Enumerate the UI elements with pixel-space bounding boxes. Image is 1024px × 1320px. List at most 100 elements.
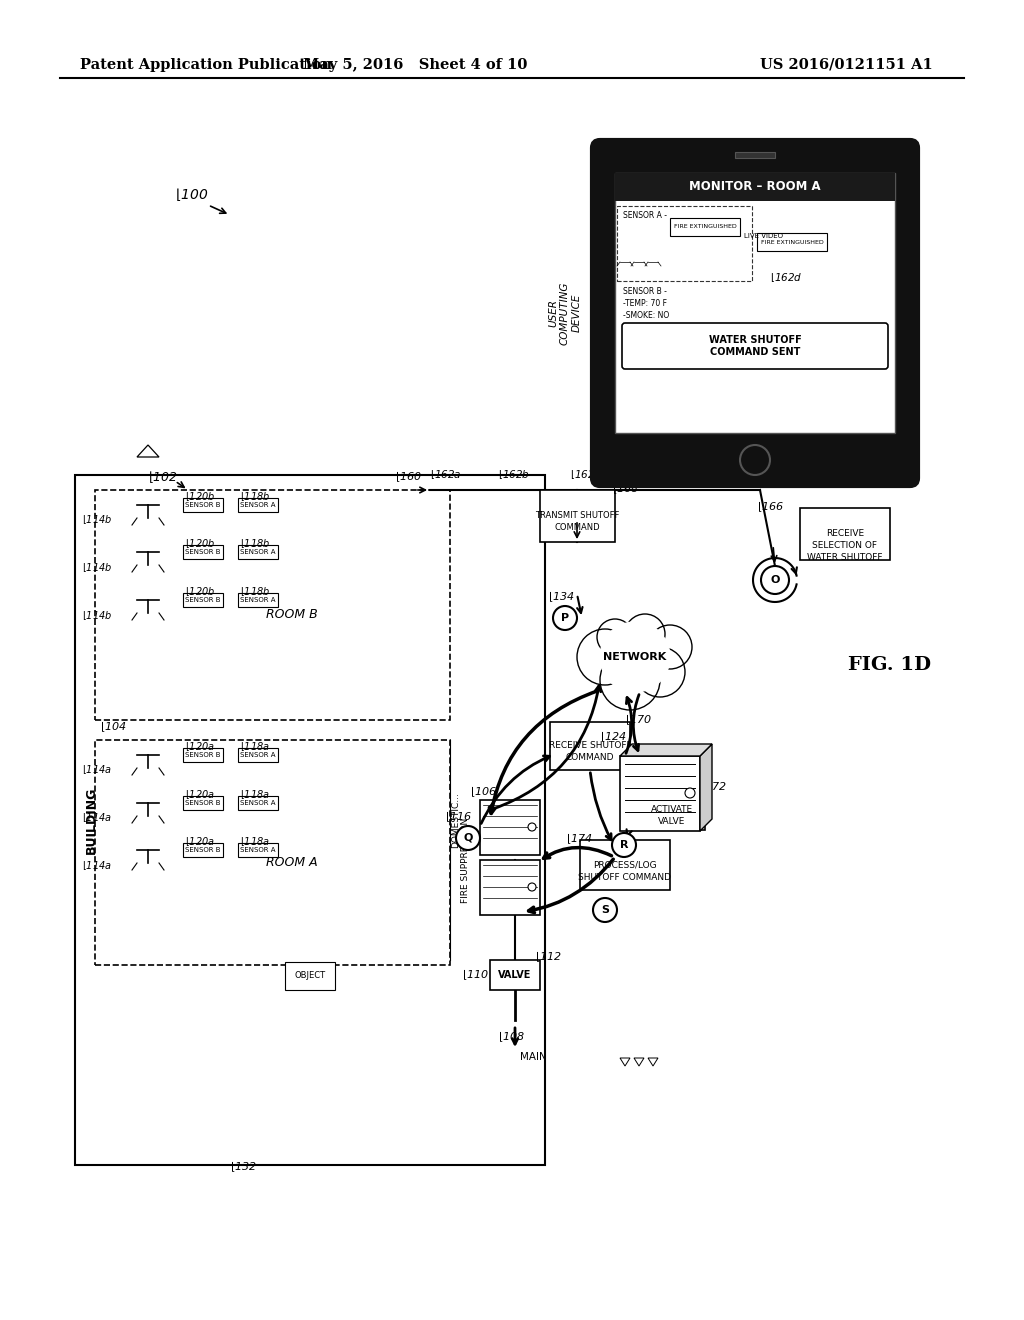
Circle shape — [740, 445, 770, 475]
Bar — [757, 234, 827, 251]
Bar — [95, 490, 450, 719]
Text: RECEIVE SHUTOFF: RECEIVE SHUTOFF — [549, 742, 632, 751]
Text: FIRE EXTINGUISHED: FIRE EXTINGUISHED — [674, 224, 736, 230]
Text: $\lfloor$100: $\lfloor$100 — [175, 186, 208, 203]
Text: $\lfloor$168: $\lfloor$168 — [612, 482, 639, 496]
Text: Q: Q — [463, 833, 473, 843]
Circle shape — [648, 624, 692, 669]
Text: SENSOR B: SENSOR B — [185, 549, 221, 554]
Text: NETWORK: NETWORK — [603, 652, 667, 663]
Circle shape — [553, 606, 577, 630]
Text: $\lfloor$120b: $\lfloor$120b — [185, 490, 215, 503]
Text: $\lfloor$174: $\lfloor$174 — [566, 832, 593, 846]
Text: BUILDING: BUILDING — [85, 787, 97, 854]
Text: SENSOR A: SENSOR A — [241, 502, 275, 508]
Circle shape — [625, 614, 665, 653]
Bar — [580, 840, 670, 890]
Text: SENSOR A -: SENSOR A - — [623, 211, 667, 220]
Circle shape — [597, 619, 633, 655]
Text: $\lfloor$118a: $\lfloor$118a — [240, 741, 269, 752]
Bar — [615, 173, 895, 201]
Bar — [238, 748, 278, 762]
Text: SENSOR A: SENSOR A — [241, 549, 275, 554]
Text: $\lfloor$114b: $\lfloor$114b — [82, 609, 113, 622]
Bar — [285, 962, 335, 990]
Text: $\lfloor$134: $\lfloor$134 — [548, 589, 574, 603]
Polygon shape — [700, 744, 712, 832]
Text: VALVE: VALVE — [658, 817, 686, 825]
Text: $\lfloor$166: $\lfloor$166 — [757, 499, 783, 513]
Text: FIRE EXTINGUISHED: FIRE EXTINGUISHED — [761, 239, 823, 244]
Text: Patent Application Publication: Patent Application Publication — [80, 58, 332, 73]
Text: $\lfloor$114a: $\lfloor$114a — [82, 812, 112, 825]
Text: OBJECT: OBJECT — [295, 972, 326, 981]
Circle shape — [600, 622, 670, 692]
Text: -TEMP: 70 F: -TEMP: 70 F — [623, 300, 667, 308]
Text: $\lfloor$102: $\lfloor$102 — [148, 469, 178, 484]
Text: $\lfloor$120a: $\lfloor$120a — [185, 836, 215, 847]
Text: $\lfloor$162a: $\lfloor$162a — [430, 469, 462, 480]
Text: $\lfloor$118a: $\lfloor$118a — [240, 788, 269, 801]
Text: $\lfloor$106: $\lfloor$106 — [470, 784, 497, 799]
Circle shape — [600, 649, 660, 710]
Circle shape — [577, 630, 633, 685]
Text: $\lfloor$132: $\lfloor$132 — [230, 1159, 257, 1173]
Text: $\lfloor$118a: $\lfloor$118a — [240, 836, 269, 847]
Bar — [800, 508, 890, 560]
Circle shape — [635, 647, 685, 697]
Bar — [238, 843, 278, 857]
Bar — [670, 218, 740, 236]
Text: COMMAND: COMMAND — [565, 754, 614, 763]
Text: VALVE: VALVE — [499, 970, 531, 979]
FancyBboxPatch shape — [592, 140, 918, 486]
Bar — [620, 756, 700, 832]
Text: $\lfloor$120b: $\lfloor$120b — [185, 585, 215, 598]
Text: SENSOR A: SENSOR A — [241, 847, 275, 853]
Text: $\lfloor$118b: $\lfloor$118b — [240, 537, 270, 550]
Text: SENSOR A: SENSOR A — [241, 597, 275, 603]
Circle shape — [528, 883, 536, 891]
Bar — [238, 545, 278, 558]
Text: FIRE SUPPRESSION: FIRE SUPPRESSION — [461, 817, 469, 903]
Text: $\lfloor$124: $\lfloor$124 — [600, 729, 627, 743]
Text: $\lfloor$126: $\lfloor$126 — [592, 156, 620, 170]
Text: WATER SHUTOFF
COMMAND SENT: WATER SHUTOFF COMMAND SENT — [709, 335, 802, 358]
Bar — [540, 490, 615, 543]
Circle shape — [761, 566, 790, 594]
Bar — [615, 173, 895, 433]
Text: $\lfloor$114a: $\lfloor$114a — [82, 763, 112, 776]
Text: SELECTION OF: SELECTION OF — [812, 541, 878, 550]
Bar — [183, 843, 223, 857]
Polygon shape — [620, 744, 712, 756]
Bar — [183, 593, 223, 607]
Text: US 2016/0121151 A1: US 2016/0121151 A1 — [760, 58, 933, 73]
Text: DOMESTIC...: DOMESTIC... — [452, 792, 461, 847]
Text: $\lfloor$118b: $\lfloor$118b — [240, 490, 270, 503]
Text: May 5, 2016   Sheet 4 of 10: May 5, 2016 Sheet 4 of 10 — [303, 58, 527, 73]
Bar — [550, 722, 630, 770]
Text: $\lfloor$108: $\lfloor$108 — [498, 1030, 525, 1044]
Circle shape — [685, 788, 695, 799]
Text: PROCESS/LOG: PROCESS/LOG — [593, 861, 656, 870]
Circle shape — [593, 898, 617, 921]
Text: TRANSMIT SHUTOFF: TRANSMIT SHUTOFF — [535, 511, 620, 520]
Bar — [238, 796, 278, 810]
Bar — [95, 741, 450, 965]
Text: S: S — [601, 906, 609, 915]
Text: SENSOR B: SENSOR B — [185, 847, 221, 853]
Text: R: R — [620, 840, 629, 850]
Bar — [183, 748, 223, 762]
Text: -SMOKE: NO: -SMOKE: NO — [623, 312, 670, 319]
Text: $\lfloor$120a: $\lfloor$120a — [185, 741, 215, 752]
Text: SHUTOFF COMMAND: SHUTOFF COMMAND — [579, 873, 672, 882]
Bar — [183, 545, 223, 558]
FancyBboxPatch shape — [622, 323, 888, 370]
Text: SENSOR B: SENSOR B — [185, 597, 221, 603]
Circle shape — [456, 826, 480, 850]
Text: ACTIVATE: ACTIVATE — [651, 804, 693, 813]
Bar — [480, 861, 540, 915]
Text: MONITOR – ROOM A: MONITOR – ROOM A — [689, 181, 821, 194]
Text: SENSOR B: SENSOR B — [185, 800, 221, 807]
Circle shape — [528, 822, 536, 832]
Bar — [183, 498, 223, 512]
